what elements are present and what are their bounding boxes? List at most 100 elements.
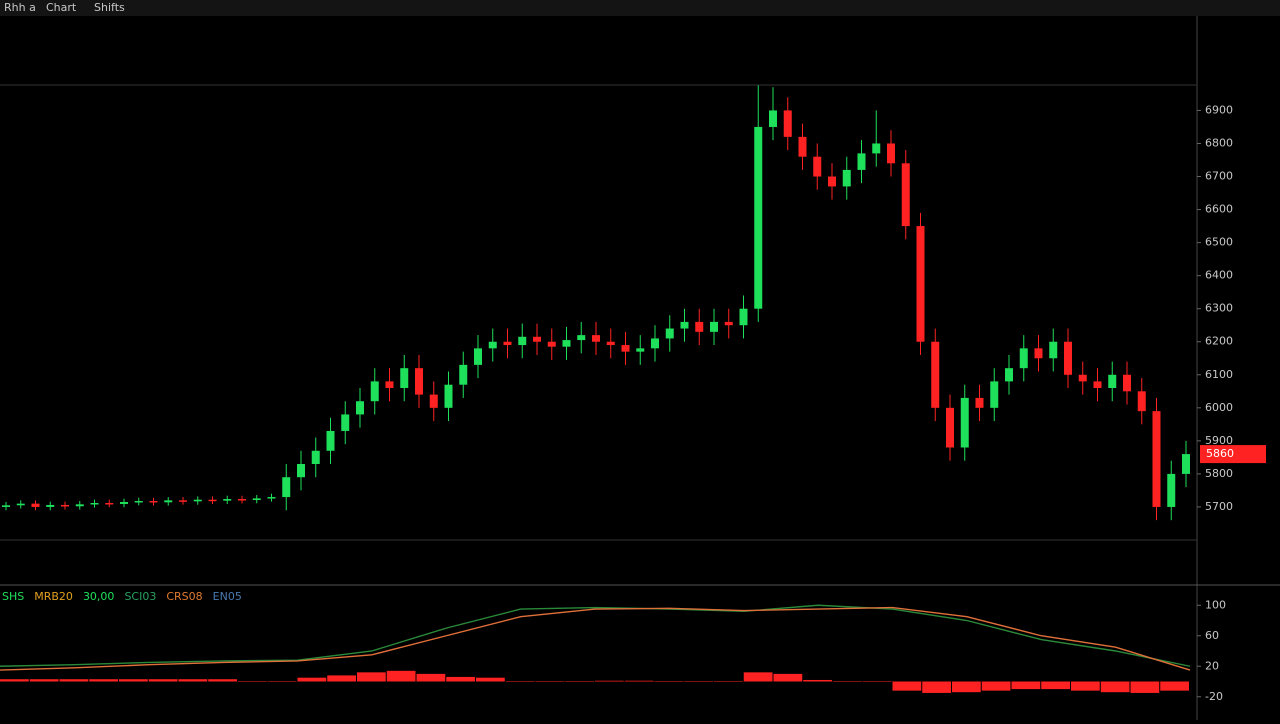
candle-body [356, 401, 364, 415]
y-tick-label: 6800 [1205, 136, 1233, 149]
candle-body [1137, 391, 1146, 412]
legend-entry: CRS08 [166, 590, 202, 603]
y-tick-label: 5800 [1205, 467, 1233, 480]
candle-body [1108, 374, 1117, 388]
candle-body [533, 336, 541, 342]
candle-body [857, 153, 866, 170]
candle-body [2, 505, 10, 507]
candle-body [547, 341, 556, 347]
candle-body [1182, 454, 1190, 474]
histogram-bar [624, 680, 654, 682]
histogram-bar [595, 680, 624, 682]
candle-body [739, 308, 748, 326]
candle-body [415, 368, 423, 395]
candle-body [946, 407, 954, 448]
histogram-bar [1100, 681, 1130, 693]
candle-body [488, 341, 497, 349]
candle-body [931, 341, 940, 408]
histogram-bar [1071, 681, 1100, 691]
candle-body [193, 499, 202, 502]
y-tick-label: 60 [1205, 629, 1219, 642]
histogram-bar [416, 673, 446, 682]
candle-body [459, 364, 468, 385]
candle-body [503, 341, 512, 346]
candle-body [621, 345, 630, 352]
histogram-bar [505, 681, 535, 682]
histogram-bar [29, 679, 59, 682]
candle-body [1034, 348, 1043, 359]
y-tick-label: 5900 [1205, 434, 1233, 447]
y-tick-label: 6000 [1205, 401, 1233, 414]
histogram-bar [238, 681, 267, 682]
histogram-bar [743, 672, 773, 682]
menu-item[interactable]: Rhh a [4, 1, 36, 14]
candle-body [887, 143, 895, 164]
y-tick-label: 5700 [1205, 500, 1233, 513]
candle-body [400, 368, 409, 388]
histogram-bar [684, 681, 713, 682]
histogram-bar [89, 679, 118, 682]
histogram-bar [178, 679, 208, 682]
y-tick-label: 6200 [1205, 335, 1233, 348]
histogram-bar [565, 681, 594, 682]
indicator-line [0, 604, 1191, 667]
candle-body [370, 381, 379, 402]
candle-body [1123, 374, 1131, 392]
histogram-bar [327, 675, 356, 682]
candle-body [474, 348, 482, 365]
candle-body [518, 336, 527, 346]
candle-body [710, 321, 718, 332]
histogram-bar [357, 672, 386, 682]
candle-body [1093, 381, 1102, 388]
candle-body [1049, 341, 1058, 359]
legend-entry: EN05 [213, 590, 242, 603]
y-tick-label: 6300 [1205, 302, 1233, 315]
candle-body [754, 126, 763, 309]
y-tick-label: 6900 [1205, 103, 1233, 116]
candle-body [1019, 348, 1028, 369]
candle-body [813, 156, 822, 177]
candle-body [562, 340, 571, 347]
candle-body [901, 163, 910, 227]
candle-body [341, 414, 350, 431]
indicator-line [0, 606, 1191, 671]
candle-body [916, 226, 925, 342]
menu-item[interactable]: Chart [46, 1, 77, 14]
y-tick-label: 6700 [1205, 170, 1233, 183]
candle-body [842, 169, 851, 187]
last-price-label: 5860 [1206, 447, 1234, 460]
histogram-bar [446, 676, 475, 682]
histogram-bar [773, 673, 803, 682]
candle-body [1005, 368, 1013, 382]
candle-body [238, 499, 246, 501]
candle-body [798, 136, 807, 157]
histogram-bar [59, 679, 89, 682]
histogram-bar [476, 677, 505, 682]
candle-body [252, 498, 261, 501]
candle-body [769, 110, 777, 127]
candle-body [680, 321, 689, 329]
candle-body [783, 110, 792, 137]
candle-body [444, 384, 453, 408]
histogram-bar [1041, 681, 1070, 690]
candle-body [665, 328, 674, 339]
candle-body [606, 341, 615, 346]
histogram-bar [981, 681, 1011, 691]
candle-body [975, 397, 984, 408]
candle-body [960, 397, 969, 448]
histogram-bar [714, 681, 743, 682]
candle-body [311, 450, 320, 464]
histogram-bar [862, 681, 892, 682]
legend-entry: SHS [2, 590, 24, 603]
histogram-bar [0, 679, 29, 682]
last-price-tag [1200, 445, 1266, 464]
candle-body [46, 504, 55, 507]
candle-body [695, 321, 704, 332]
menu-item[interactable]: Shifts [94, 1, 125, 14]
histogram-bar [654, 681, 684, 682]
candle-body [105, 502, 114, 505]
legend-entry: MRB20 [34, 590, 73, 603]
candle-body [31, 503, 40, 507]
histogram-bar [535, 681, 565, 682]
